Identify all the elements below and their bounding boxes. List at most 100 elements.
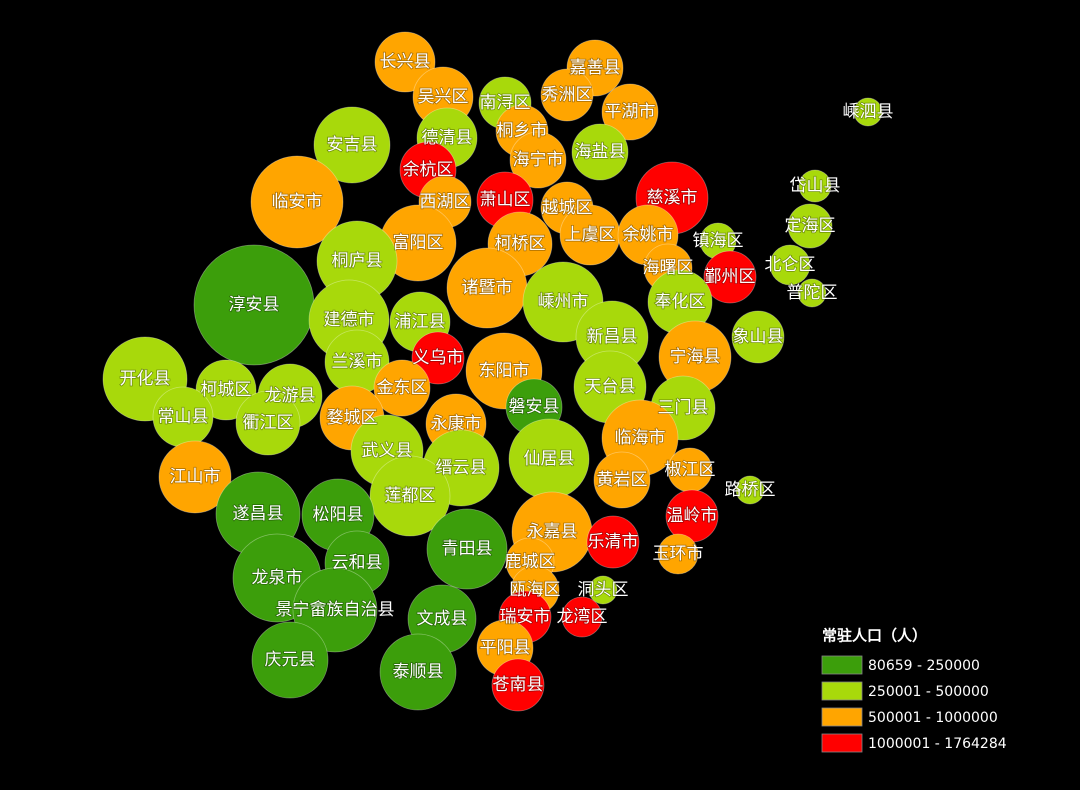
region-label: 临海市	[615, 428, 666, 448]
region-label: 嘉善县	[570, 58, 621, 78]
region-label: 柯城区	[201, 380, 252, 400]
region	[731, 310, 785, 364]
region-label: 天台县	[585, 377, 636, 397]
region-label: 椒江区	[665, 460, 716, 480]
region-label: 镇海区	[693, 231, 744, 251]
region-label: 莲都区	[385, 486, 436, 506]
region	[853, 97, 883, 127]
region	[735, 475, 765, 505]
region	[593, 451, 651, 509]
region	[601, 83, 659, 141]
region	[571, 123, 629, 181]
region-label: 上虞区	[565, 225, 616, 245]
region	[588, 575, 618, 605]
region	[509, 131, 567, 189]
region	[158, 440, 232, 514]
region-label: 衢江区	[243, 412, 294, 433]
region-label: 仙居县	[524, 449, 575, 469]
region	[235, 390, 301, 456]
region-label: 缙云县	[436, 458, 487, 478]
region-label: 普陀区	[787, 283, 838, 303]
region	[787, 203, 833, 249]
region	[769, 244, 811, 286]
region-label: 鹿城区	[505, 552, 556, 572]
region-label: 海曙区	[643, 258, 694, 278]
region	[657, 533, 699, 575]
region	[540, 68, 594, 122]
region-label: 江山市	[170, 467, 221, 487]
region-label: 定海区	[785, 216, 836, 236]
region-label: 苍南县	[493, 675, 544, 695]
region	[313, 106, 391, 184]
region-label: 金东区	[377, 378, 428, 398]
region-label: 柯桥区	[495, 234, 546, 254]
region-label: 南浔区	[480, 93, 531, 113]
region	[369, 455, 451, 537]
region-label: 庆元县	[265, 650, 316, 670]
region-label: 龙湾区	[557, 607, 608, 627]
region-label: 海宁市	[513, 150, 564, 170]
region-label: 平阳县	[480, 638, 531, 658]
legend-title: 常驻人口（人）	[822, 627, 927, 645]
region-label: 新昌县	[587, 327, 638, 347]
region-label: 永嘉县	[527, 522, 578, 542]
regions	[102, 31, 883, 712]
region-label: 余姚市	[623, 225, 674, 245]
region-label: 宁海县	[670, 347, 721, 367]
legend-swatch	[821, 681, 863, 701]
region-label: 嵊州市	[538, 292, 589, 312]
region-label: 安吉县	[327, 135, 378, 155]
region	[411, 331, 465, 385]
region-label: 云和县	[332, 553, 383, 573]
region	[703, 250, 757, 304]
region-label: 富阳区	[393, 233, 444, 253]
region-label: 平湖市	[605, 102, 656, 122]
region-label: 开化县	[120, 369, 171, 389]
region-label: 鄞州区	[705, 267, 756, 287]
region-label: 文成县	[417, 609, 468, 629]
region-label: 岱山县	[790, 176, 841, 196]
legend-swatch	[821, 655, 863, 675]
region-label: 嵊泗县	[843, 102, 894, 122]
region-label: 萧山区	[480, 190, 531, 210]
region-label: 路桥区	[725, 480, 776, 500]
region-label: 玉环市	[653, 544, 704, 564]
region-label: 婺城区	[327, 408, 378, 428]
region-label: 兰溪市	[332, 352, 383, 372]
region	[491, 658, 545, 712]
region-label: 北仑区	[765, 255, 816, 275]
region-label: 长兴县	[380, 52, 431, 72]
region-label: 瓯海区	[510, 580, 561, 600]
region-label: 秀洲区	[542, 85, 593, 105]
region-label: 临安市	[272, 192, 323, 212]
region-label: 武义县	[362, 441, 413, 461]
region	[797, 278, 827, 308]
region-label: 青田县	[442, 539, 493, 559]
region-label: 余杭区	[403, 160, 454, 180]
legend-label: 500001 - 1000000	[868, 710, 998, 726]
region-label: 桐乡市	[497, 121, 548, 141]
region	[251, 621, 329, 699]
region-label: 奉化区	[655, 292, 706, 312]
legend-swatch	[821, 707, 863, 727]
region-label: 遂昌县	[233, 504, 284, 524]
region-label: 慈溪市	[647, 188, 698, 208]
region-label: 东阳市	[479, 361, 530, 381]
region-label: 松阳县	[313, 505, 364, 525]
region-label: 乐清市	[588, 532, 639, 552]
region-label: 越城区	[542, 198, 593, 218]
region-label: 温岭市	[667, 506, 718, 526]
region-label: 诸暨市	[462, 278, 513, 298]
legend-label: 250001 - 500000	[868, 684, 989, 700]
region-label: 龙游县	[265, 386, 316, 406]
legend-label: 1000001 - 1764284	[868, 736, 1007, 752]
region-label: 海盐县	[575, 142, 626, 162]
region	[798, 169, 832, 203]
region-label: 景宁畲族自治县	[276, 600, 395, 620]
region	[250, 155, 344, 249]
region-label: 龙泉市	[252, 568, 303, 588]
region	[373, 359, 431, 417]
